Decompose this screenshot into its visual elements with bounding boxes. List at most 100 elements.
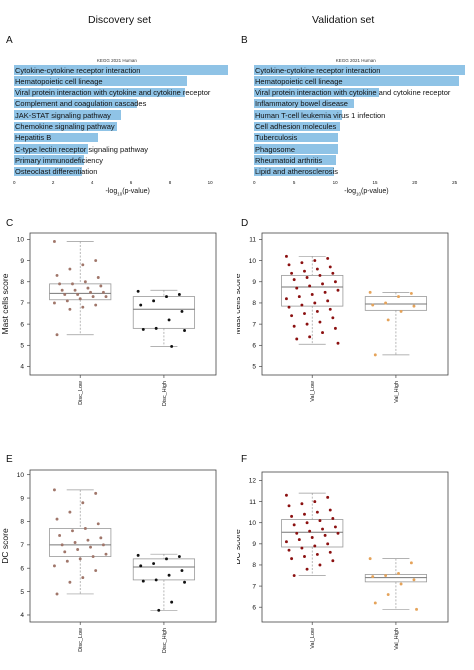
- plot-frame: [29, 469, 217, 623]
- box-iqr: [49, 528, 112, 557]
- data-point: [313, 259, 317, 263]
- data-point: [328, 265, 332, 269]
- data-point: [292, 574, 296, 577]
- data-point: [284, 493, 288, 497]
- data-point: [154, 578, 158, 582]
- category-label: Disc_Low: [78, 381, 84, 405]
- data-point: [136, 289, 140, 293]
- data-point: [308, 335, 312, 339]
- data-point: [177, 293, 181, 296]
- pathway-label: Hepatitis B: [15, 133, 52, 143]
- data-point: [303, 269, 306, 273]
- category-label: Disc_High: [162, 628, 168, 653]
- data-point: [318, 273, 322, 277]
- data-point: [89, 545, 92, 549]
- data-point: [55, 592, 59, 596]
- data-point: [303, 312, 306, 315]
- data-point: [295, 337, 299, 341]
- category-label: Val_High: [394, 381, 400, 403]
- x-tick-label: 5: [292, 180, 296, 185]
- data-point: [58, 534, 62, 537]
- y-tick-label: 10: [249, 258, 257, 265]
- y-tick-label: 6: [252, 343, 256, 350]
- data-point: [52, 301, 56, 305]
- box-iqr: [281, 274, 344, 307]
- data-point: [305, 276, 309, 279]
- data-point: [308, 284, 312, 288]
- y-tick-label: 12: [249, 478, 257, 485]
- data-point: [101, 543, 105, 547]
- y-tick-label: 11: [249, 499, 256, 506]
- y-tick-label: 8: [252, 300, 256, 307]
- data-point: [326, 299, 330, 303]
- data-point: [81, 576, 85, 580]
- pathway-bar: [254, 65, 466, 75]
- data-point: [287, 263, 291, 267]
- panel-letter-b: B: [241, 35, 248, 46]
- data-point: [331, 517, 335, 520]
- data-point: [101, 290, 105, 294]
- data-point: [303, 512, 306, 516]
- pathway-bar: [254, 110, 342, 120]
- data-point: [336, 531, 340, 535]
- panel-letter-f: F: [241, 454, 248, 465]
- data-point: [154, 326, 158, 330]
- x-axis-label: -log10(p-value): [344, 188, 389, 197]
- data-point: [295, 286, 299, 290]
- data-point: [167, 318, 171, 322]
- pathway-bar: [14, 144, 88, 154]
- data-point: [315, 552, 319, 556]
- y-tick-label: 8: [252, 562, 256, 569]
- data-point: [336, 341, 340, 345]
- data-point: [76, 548, 80, 551]
- y-tick-label: 10: [17, 472, 25, 479]
- data-point: [170, 600, 174, 604]
- data-point: [96, 276, 100, 279]
- data-point: [328, 508, 332, 512]
- mast-cells-boxplot-validation: 5 6 7 8 9 10 11 Mast cells score Val_Low Val_High: [237, 232, 449, 403]
- data-point: [373, 353, 377, 357]
- data-point: [152, 299, 156, 303]
- data-point: [295, 531, 299, 535]
- box-iqr: [132, 558, 196, 581]
- data-point: [81, 263, 85, 267]
- data-point: [384, 301, 388, 305]
- data-point: [83, 280, 87, 284]
- y-tick-label: 6: [20, 321, 24, 328]
- y-axis-label: Mast cells score: [0, 273, 10, 334]
- x-tick-label: 2: [51, 180, 55, 185]
- box-iqr: [364, 296, 428, 311]
- data-point: [94, 569, 98, 573]
- data-point: [63, 550, 67, 554]
- data-point: [386, 593, 390, 596]
- data-point: [313, 301, 317, 305]
- data-point: [313, 500, 317, 504]
- data-point: [68, 510, 72, 514]
- data-point: [287, 305, 291, 309]
- data-point: [292, 278, 296, 282]
- y-axis-label: DC score: [237, 529, 242, 565]
- x-tick-label: 0: [253, 180, 256, 185]
- mast-cells-boxplot-discovery: 4 5 6 7 8 9 10 Mast cells score Disc_Low Disc_Hig…: [0, 232, 217, 406]
- data-point: [305, 521, 309, 525]
- pathway-bar: [14, 87, 186, 98]
- pathway-bar: [14, 132, 98, 143]
- data-point: [287, 504, 291, 508]
- y-tick-label: 10: [249, 520, 257, 527]
- y-tick-label: 4: [20, 364, 24, 371]
- data-point: [99, 284, 103, 288]
- data-point: [99, 536, 103, 540]
- data-point: [81, 501, 85, 505]
- data-point: [315, 309, 319, 313]
- data-point: [55, 273, 59, 277]
- data-point: [141, 579, 145, 583]
- data-point: [409, 291, 413, 295]
- y-tick-label: 11: [249, 237, 256, 244]
- category-label: Val_High: [394, 628, 400, 650]
- data-point: [81, 305, 85, 309]
- data-point: [284, 540, 288, 544]
- y-tick-label: 5: [252, 364, 256, 371]
- data-point: [165, 295, 168, 299]
- data-point: [297, 295, 301, 299]
- pathway-label: Tuberculosis: [255, 133, 298, 143]
